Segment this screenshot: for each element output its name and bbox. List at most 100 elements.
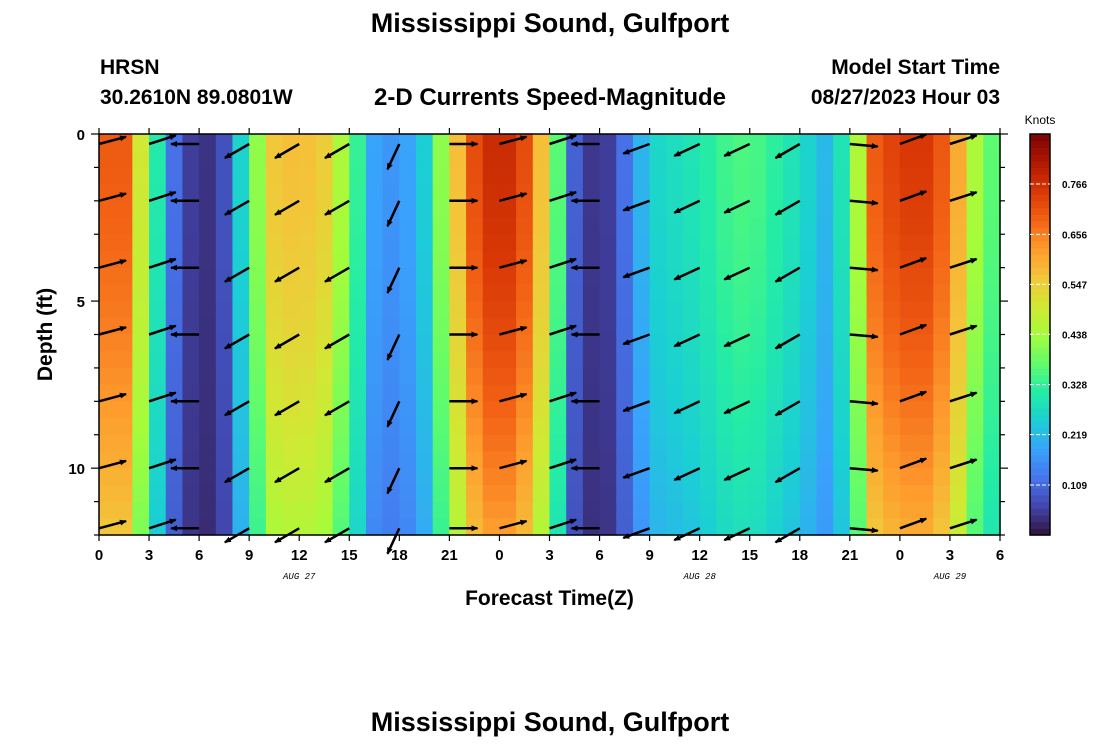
heatmap-cell <box>949 200 968 219</box>
heatmap-cell <box>933 501 951 519</box>
heatmap-cell <box>466 468 484 486</box>
current-vector-arrow <box>949 391 978 403</box>
heatmap-cell <box>899 501 918 519</box>
heatmap-cell <box>265 468 284 486</box>
heatmap-cell <box>115 284 133 302</box>
heatmap-cell <box>649 334 667 352</box>
heatmap-cell <box>949 351 968 369</box>
heatmap-cell <box>833 367 851 386</box>
heatmap-cell <box>115 468 133 486</box>
heatmap-cell <box>516 401 534 419</box>
colorbar-segment <box>1030 408 1050 416</box>
heatmap-cell <box>482 401 501 419</box>
heatmap-cell <box>833 418 851 436</box>
heatmap-cell <box>516 501 534 519</box>
heatmap-cell <box>449 384 467 402</box>
heatmap-cell <box>949 150 968 169</box>
heatmap-cell <box>365 184 384 202</box>
heatmap-cell <box>983 351 1001 369</box>
heatmap-cell <box>599 518 617 536</box>
heatmap-cell <box>432 317 450 336</box>
heatmap-cell <box>766 134 784 152</box>
heatmap-cell <box>666 167 684 185</box>
heatmap-cell <box>632 150 651 169</box>
current-vector-arrow <box>849 466 879 474</box>
colorbar-segment <box>1030 394 1050 402</box>
heatmap-cell <box>282 501 300 519</box>
colorbar-segment <box>1030 428 1050 436</box>
heatmap-cell <box>282 184 300 202</box>
heatmap-cell <box>466 367 484 386</box>
heatmap-cell <box>182 401 200 419</box>
heatmap-cell <box>416 184 434 202</box>
heatmap-cell <box>599 184 617 202</box>
heatmap-cell <box>416 518 434 536</box>
heatmap-cell <box>332 167 350 185</box>
heatmap-cell <box>682 317 701 336</box>
heatmap-cell <box>299 284 317 302</box>
heatmap-cell <box>582 250 601 269</box>
heatmap-cell <box>182 250 200 269</box>
heatmap-cell <box>666 134 684 152</box>
heatmap-cell <box>249 150 267 169</box>
heatmap-cell <box>149 518 167 536</box>
heatmap-cell <box>432 518 450 536</box>
heatmap-cell <box>149 234 167 252</box>
heatmap-cell <box>616 217 634 235</box>
current-vector-arrow <box>899 256 928 269</box>
heatmap-cell <box>99 334 117 352</box>
heatmap-cell <box>265 184 284 202</box>
heatmap-cell <box>899 150 918 169</box>
heatmap-cell <box>899 284 918 302</box>
heatmap-cell <box>649 317 667 336</box>
heatmap-cell <box>132 217 150 235</box>
heatmap-cell <box>315 351 334 369</box>
heatmap-cell <box>582 367 601 386</box>
heatmap-cell <box>983 384 1001 402</box>
heatmap-cell <box>249 384 267 402</box>
heatmap-cell <box>983 250 1001 269</box>
heatmap-cell <box>432 384 450 402</box>
heatmap-cell <box>149 200 167 219</box>
heatmap-cell <box>382 434 400 453</box>
heatmap-cell <box>382 334 400 352</box>
heatmap-cell <box>799 351 818 369</box>
heatmap-cell <box>649 384 667 402</box>
heatmap-cell <box>949 468 968 486</box>
heatmap-cell <box>866 184 884 202</box>
current-vector-arrow <box>98 392 127 403</box>
heatmap-cell <box>482 150 501 169</box>
heatmap-cell <box>733 184 751 202</box>
heatmap-cell <box>332 367 350 386</box>
heatmap-cell <box>616 501 634 519</box>
heatmap-cell <box>165 284 184 302</box>
heatmap-cell <box>582 167 601 185</box>
heatmap-cell <box>232 234 250 252</box>
heatmap-cell <box>532 451 551 469</box>
heatmap-cell <box>232 401 250 419</box>
heatmap-cell <box>449 134 467 152</box>
heatmap-cell <box>99 200 117 219</box>
heatmap-cell <box>632 384 651 402</box>
heatmap-cell <box>532 501 551 519</box>
heatmap-cell <box>132 501 150 519</box>
heatmap-cell <box>749 384 768 402</box>
heatmap-cell <box>749 184 768 202</box>
heatmap-cell <box>549 267 567 285</box>
current-vector-arrow <box>774 333 801 350</box>
heatmap-cell <box>666 250 684 269</box>
heatmap-cell <box>532 284 551 302</box>
current-vector-arrow <box>949 191 978 202</box>
heatmap-cell <box>616 301 634 319</box>
heatmap-cell <box>132 167 150 185</box>
heatmap-cell <box>315 401 334 419</box>
heatmap-cell <box>232 484 250 503</box>
heatmap-cell <box>949 167 968 185</box>
heatmap-cell <box>516 301 534 319</box>
heatmap-cell <box>416 334 434 352</box>
heatmap-cell <box>232 267 250 285</box>
heatmap-cell <box>499 234 517 252</box>
heatmap-cell <box>699 250 717 269</box>
heatmap-cell <box>799 418 818 436</box>
heatmap-cell <box>182 284 200 302</box>
